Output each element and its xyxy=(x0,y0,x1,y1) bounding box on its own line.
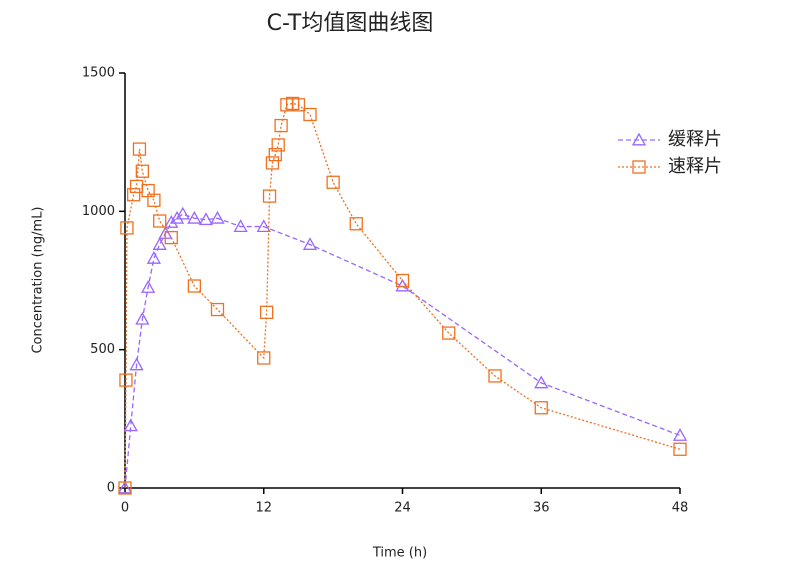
marker xyxy=(210,210,225,224)
marker xyxy=(147,193,161,207)
marker xyxy=(198,212,214,226)
marker xyxy=(265,156,280,170)
marker xyxy=(274,118,288,133)
marker xyxy=(117,480,133,494)
marker xyxy=(135,164,149,178)
marker xyxy=(233,219,248,233)
marker xyxy=(631,132,647,146)
y-tick-label: 0 xyxy=(107,481,115,496)
marker xyxy=(262,189,277,203)
marker xyxy=(257,351,271,365)
marker xyxy=(146,251,162,264)
marker xyxy=(534,375,549,389)
marker xyxy=(303,107,317,122)
marker xyxy=(302,237,318,250)
x-tick-label: 36 xyxy=(533,501,550,516)
marker xyxy=(632,160,646,174)
marker xyxy=(442,326,456,340)
y-tick-label: 500 xyxy=(90,342,115,357)
marker xyxy=(187,279,202,293)
marker xyxy=(268,147,282,162)
marker xyxy=(135,311,150,325)
marker xyxy=(534,401,548,415)
marker xyxy=(395,278,410,292)
marker xyxy=(488,369,502,383)
x-axis-label: Time (h) xyxy=(372,546,427,561)
x-tick-label: 48 xyxy=(672,501,689,516)
marker xyxy=(291,98,306,112)
marker xyxy=(164,215,179,228)
marker xyxy=(129,357,144,371)
marker xyxy=(187,210,202,224)
marker xyxy=(326,175,340,189)
marker xyxy=(123,418,138,432)
marker xyxy=(119,373,133,387)
chart-title: C-T均值图曲线图 xyxy=(267,11,434,36)
marker xyxy=(259,305,274,319)
x-tick-label: 24 xyxy=(394,501,411,516)
marker xyxy=(349,217,363,231)
marker xyxy=(673,442,687,456)
marker xyxy=(127,188,141,202)
y-axis-label: Concentration (ng/mL) xyxy=(31,206,46,353)
series-line xyxy=(124,102,681,489)
marker xyxy=(164,230,178,245)
marker xyxy=(141,280,156,293)
marker xyxy=(256,219,271,233)
series-line xyxy=(124,213,681,489)
y-tick-label: 1500 xyxy=(82,66,115,81)
marker xyxy=(395,273,410,288)
marker xyxy=(169,210,185,224)
y-tick-label: 1000 xyxy=(82,204,115,219)
marker xyxy=(129,179,144,194)
marker xyxy=(271,138,285,152)
marker xyxy=(153,214,167,228)
marker xyxy=(152,237,167,250)
legend-label: 速释片 xyxy=(668,156,722,177)
x-tick-label: 12 xyxy=(255,501,272,516)
legend-label: 缓释片 xyxy=(668,129,722,150)
marker xyxy=(672,428,688,441)
marker xyxy=(118,481,132,495)
x-tick-label: 0 xyxy=(121,501,129,516)
marker xyxy=(175,206,190,220)
marker xyxy=(120,221,134,235)
marker xyxy=(210,302,225,317)
marker xyxy=(132,142,147,156)
